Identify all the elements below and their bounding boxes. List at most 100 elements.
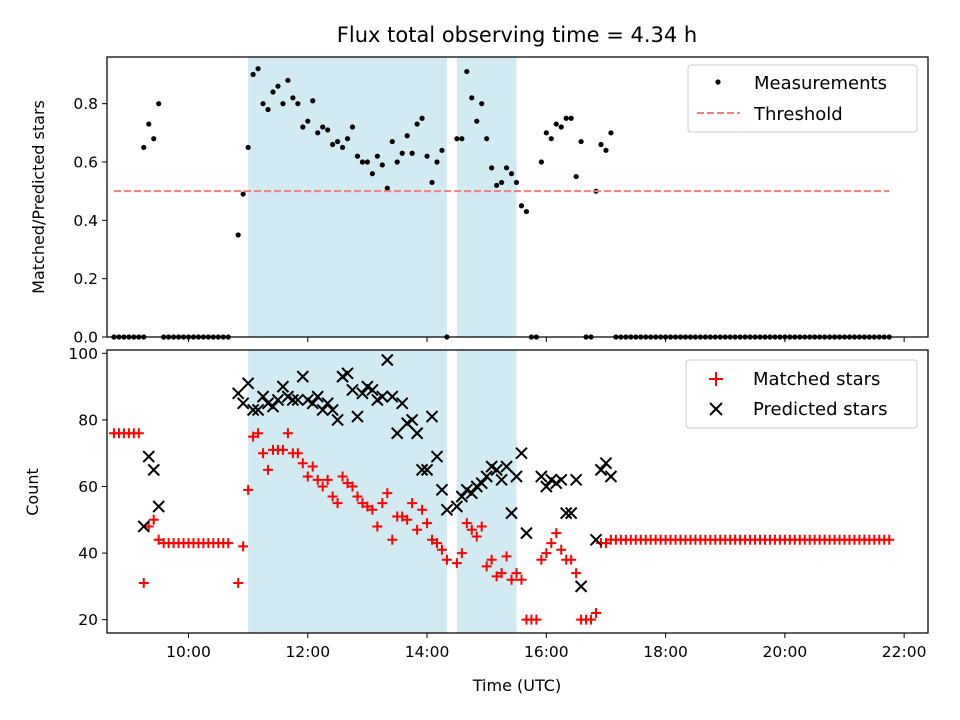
measurements-point [588, 334, 594, 340]
bottom-legend-box [685, 359, 918, 429]
measurements-point [255, 66, 261, 72]
matched-stars-point [417, 504, 428, 515]
bottom-y-tick-label: 20 [78, 611, 98, 629]
predicted-stars-point [286, 393, 300, 407]
measurements-point [876, 334, 882, 340]
measurements-point [717, 334, 723, 340]
measurements-point [662, 334, 669, 340]
legend-predicted-label: Predicted stars [753, 399, 887, 420]
top-panel: 0.00.20.40.60.8 Matched/Predicted stars … [29, 56, 929, 347]
matched-stars-point [516, 574, 527, 585]
measurements-point [141, 144, 147, 151]
top-panel-shading [248, 57, 517, 337]
measurements-point [404, 133, 410, 139]
x-tick-label: 10:00 [166, 643, 211, 661]
matched-stars-point [148, 514, 159, 525]
matched-stars-point [461, 518, 472, 529]
predicted-stars-point [589, 533, 603, 546]
matched-stars-point [506, 574, 517, 585]
bottom-y-tick-label: 100 [68, 345, 98, 363]
measurements-point [399, 150, 405, 156]
predicted-stars-point [465, 486, 478, 500]
legend-matched-marker [709, 372, 723, 386]
measurements-point [543, 130, 549, 136]
predicted-stars-point [520, 526, 533, 540]
matched-stars-point [258, 448, 269, 459]
predicted-stars-point [440, 503, 454, 517]
measurements-point [757, 334, 763, 340]
top-y-tick-label: 0.4 [73, 212, 98, 230]
predicted-stars-point [291, 393, 305, 407]
predicted-stars-point [569, 473, 583, 487]
matched-stars-point [436, 544, 447, 555]
matched-stars-point [441, 554, 452, 565]
measurements-point [260, 101, 266, 107]
predicted-stars-point [475, 476, 488, 490]
top-shaded-interval-1 [456, 57, 517, 337]
measurements-point [464, 68, 470, 75]
measurements-point [494, 182, 500, 188]
bottom-y-tick-label: 80 [78, 411, 98, 429]
top-y-tick-label: 0.6 [73, 154, 98, 172]
measurements-point [295, 101, 301, 107]
measurements-point [697, 334, 703, 340]
measurements-point [822, 334, 828, 340]
measurements-point [210, 334, 216, 340]
measurements-point [429, 179, 435, 186]
predicted-stars-point [599, 456, 613, 470]
measurements-point [474, 118, 480, 124]
predicted-stars-point [515, 447, 528, 460]
x-axis-label: Time (UTC) [472, 676, 561, 695]
predicted-stars-point [415, 463, 429, 477]
matched-stars-point [133, 428, 144, 439]
measurements-point [166, 334, 172, 340]
predicted-stars-point [381, 353, 394, 367]
matched-stars-point [536, 554, 547, 565]
measurements-point [568, 115, 574, 121]
legend-measurements-label: Measurements [754, 73, 887, 94]
predicted-stars-point [420, 463, 434, 477]
measurements-point [722, 334, 728, 340]
measurements-point [831, 334, 838, 340]
bottom-y-axis-label: Count [23, 468, 42, 516]
measurements-point [116, 334, 122, 340]
matched-stars-point [456, 548, 467, 559]
measurements-point [767, 334, 773, 340]
measurements-point [290, 95, 296, 101]
measurements-point [548, 136, 554, 142]
measurements-point [797, 334, 803, 340]
chart-title: Flux total observing time = 4.34 h [337, 23, 697, 47]
legend-measurements-marker [715, 79, 721, 85]
measurements-point [638, 334, 644, 340]
predicted-stars-point [241, 377, 255, 390]
predicted-stars-point [405, 413, 419, 427]
measurements-point [245, 144, 251, 151]
measurements-point [802, 334, 808, 340]
predicted-stars-point [346, 383, 359, 397]
bottom-panel-series [108, 353, 895, 625]
measurements-point [170, 334, 177, 340]
measurements-point [558, 124, 564, 130]
measurements-point [270, 89, 276, 95]
predicted-stars-point [341, 367, 354, 380]
matched-stars-point [377, 498, 388, 509]
measurements-point [424, 153, 430, 159]
measurements-point [434, 159, 440, 165]
measurements-point [479, 101, 485, 107]
bottom-legend: Matched stars Predicted stars [685, 359, 918, 429]
bottom-y-tick-label: 40 [78, 545, 98, 563]
matched-stars-point [322, 474, 333, 485]
measurements-point [677, 334, 684, 340]
predicted-stars-point [564, 506, 578, 520]
matched-stars-point [476, 521, 487, 532]
predicted-stars-point [256, 390, 270, 403]
measurements-point [300, 124, 306, 130]
top-legend: Measurements Threshold [687, 64, 918, 133]
matched-stars-point [332, 498, 343, 509]
measurements-point [518, 203, 525, 209]
predicted-stars-point [574, 580, 588, 593]
top-y-tick-label: 0.8 [73, 95, 98, 113]
matched-stars-point [591, 608, 602, 619]
measurements-point [275, 83, 281, 89]
measurements-point [861, 334, 867, 340]
